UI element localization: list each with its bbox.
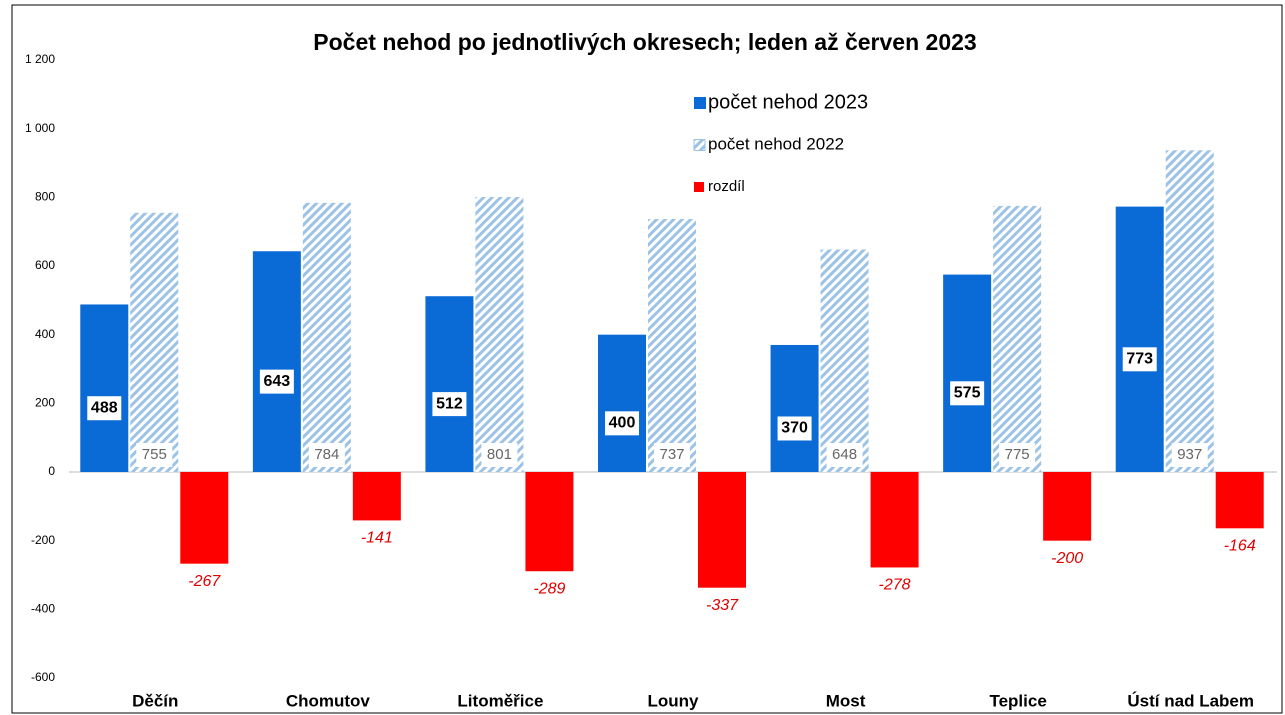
data-label: -200 — [1051, 550, 1083, 567]
data-label: 937 — [1177, 446, 1202, 463]
x-tick-label: Most — [826, 691, 866, 710]
bar — [1043, 472, 1092, 541]
y-tick-label: -600 — [31, 670, 55, 684]
data-label-box — [950, 381, 985, 406]
data-label: 755 — [142, 446, 167, 463]
data-label-box — [259, 369, 294, 394]
data-label-box — [1171, 443, 1208, 467]
data-label: 801 — [487, 446, 512, 463]
y-tick-label: 400 — [35, 327, 55, 341]
bar — [870, 472, 919, 568]
data-label: 400 — [609, 415, 636, 432]
bar — [252, 251, 301, 472]
y-tick-label: 200 — [35, 396, 55, 410]
data-label: 575 — [954, 385, 981, 402]
bar — [302, 202, 351, 472]
bar — [598, 334, 646, 472]
data-label: 488 — [91, 399, 118, 416]
data-label: 737 — [659, 446, 684, 463]
data-label: 775 — [1005, 446, 1030, 463]
data-label: 370 — [781, 420, 808, 437]
data-label-box — [87, 396, 122, 421]
bar — [425, 296, 474, 472]
y-tick-label: 0 — [48, 464, 55, 478]
data-label-box — [481, 443, 518, 467]
data-label: -164 — [1224, 538, 1256, 555]
chart-frame — [11, 4, 1283, 714]
bar — [1165, 150, 1214, 472]
bar — [820, 249, 869, 472]
bar — [130, 212, 179, 473]
data-label-box — [432, 392, 467, 417]
chart-title: Počet nehod po jednotlivých okresech; le… — [313, 29, 976, 55]
bar — [475, 196, 524, 473]
legend-label: počet nehod 2022 — [708, 134, 844, 153]
bar — [180, 472, 229, 564]
data-label: 512 — [436, 395, 463, 412]
x-tick-label: Děčín — [132, 691, 178, 710]
data-label-box — [605, 411, 639, 436]
bar — [80, 304, 129, 472]
data-label: -141 — [361, 530, 393, 547]
x-tick-label: Teplice — [989, 691, 1046, 710]
legend-swatch — [694, 97, 706, 109]
data-label-box — [999, 443, 1036, 467]
bar — [1115, 206, 1164, 472]
legend-label: rozdíl — [708, 178, 745, 195]
y-tick-label: -400 — [31, 602, 55, 616]
y-tick-label: -200 — [31, 533, 55, 547]
data-label: 643 — [264, 373, 291, 390]
bar — [352, 472, 401, 521]
data-label: 773 — [1126, 351, 1153, 368]
bar — [648, 218, 696, 472]
data-label-box — [826, 443, 863, 467]
data-label: -289 — [533, 580, 565, 597]
x-tick-label: Louny — [648, 691, 700, 710]
x-tick-label: Ústí nad Labem — [1127, 691, 1254, 710]
bar — [993, 205, 1042, 472]
x-tick-label: Chomutov — [286, 691, 371, 710]
data-label: -278 — [879, 577, 911, 594]
data-label: -337 — [706, 597, 739, 614]
data-label: 784 — [314, 446, 339, 463]
legend-label: počet nehod 2023 — [708, 91, 868, 113]
legend-swatch — [694, 182, 704, 192]
y-tick-label: 800 — [35, 190, 55, 204]
y-tick-label: 600 — [35, 258, 55, 272]
data-label: -267 — [188, 573, 221, 590]
data-label-box — [308, 443, 345, 467]
y-tick-label: 1 000 — [25, 121, 55, 135]
x-tick-label: Litoměřice — [457, 691, 543, 710]
data-label-box — [1122, 347, 1157, 372]
data-label-box — [777, 416, 812, 441]
legend-swatch — [693, 139, 706, 151]
data-label-box — [136, 443, 173, 467]
bar — [1215, 472, 1264, 529]
y-tick-label: 1 200 — [25, 52, 55, 66]
data-label-box — [654, 443, 690, 467]
data-label: 648 — [832, 446, 857, 463]
bar — [943, 274, 992, 472]
bar — [770, 344, 819, 472]
bar — [525, 472, 574, 572]
bar — [698, 472, 746, 588]
